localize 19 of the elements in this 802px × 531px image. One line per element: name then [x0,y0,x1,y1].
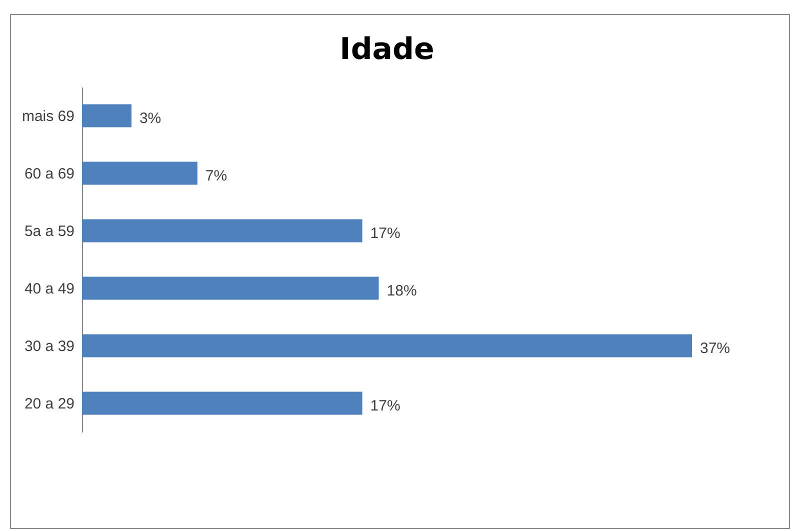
bar [82,276,379,300]
data-label: 37% [700,340,730,357]
data-label: 7% [205,167,228,184]
data-label: 17% [370,397,400,414]
data-label: 18% [386,282,417,300]
bar [82,219,362,242]
bar [82,162,198,185]
y-tick-label: 5a a 59 [24,222,74,240]
y-tick-label: 60 a 69 [24,165,74,182]
bar [82,334,692,358]
y-tick-label: mais 69 [22,108,74,125]
chart-title: Idade [340,32,434,67]
data-label: 3% [139,110,162,127]
y-tick-label: 30 a 39 [24,338,74,355]
y-tick-label: 20 a 29 [24,395,74,412]
y-tick-label: 40 a 49 [24,280,74,298]
bar [82,104,132,128]
bar [82,392,362,415]
data-label: 17% [370,224,400,242]
